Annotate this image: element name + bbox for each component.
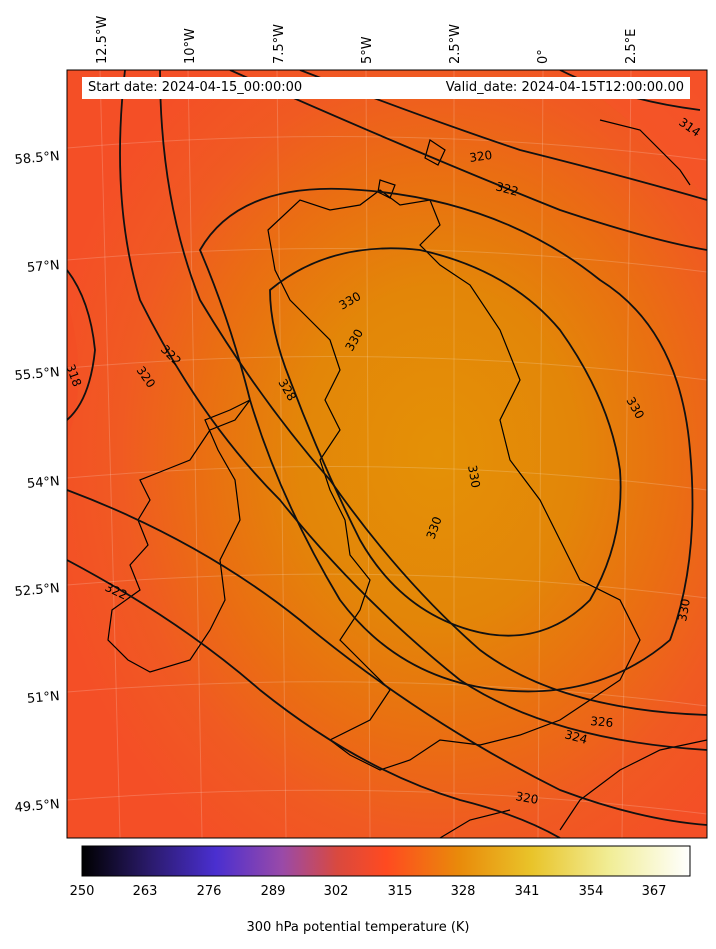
lon-label: 12.5°W [95,16,110,64]
contour-label: 326 [590,714,614,730]
contour-label: 324 [563,727,589,746]
contour-label: 322 [494,179,520,198]
colorbar-tick: 341 [514,884,540,899]
contour-label: 320 [514,789,539,807]
colorbar-tick: 367 [641,884,667,899]
colorbar-tick: 328 [450,884,476,899]
colorbar-label: 300 hPa potential temperature (K) [246,920,470,935]
lon-label: 5°W [360,36,375,64]
lat-label: 54°N [26,474,60,492]
contour-label: 320 [468,148,493,165]
graticule [67,70,707,838]
contour-label: 330 [465,464,483,489]
date-info-box: Start date: 2024-04-15_00:00:00 Valid_da… [82,77,690,99]
lon-label: 10°W [183,28,198,64]
colorbar [81,845,691,877]
colorbar-ticks: 250 263 276 289 302 315 328 341 354 367 [70,884,690,904]
lat-label: 52.5°N [14,581,60,600]
valid-date: Valid_date: 2024-04-15T12:00:00.00 [445,80,684,95]
lat-label: 55.5°N [14,365,60,384]
lat-label: 49.5°N [14,797,60,816]
colorbar-tick: 263 [132,884,158,899]
latitude-labels: 58.5°N 57°N 55.5°N 54°N 52.5°N 51°N 49.5… [14,149,60,816]
lat-label: 57°N [26,258,60,276]
colorbar-tick: 302 [323,884,349,899]
map-frame [66,69,708,839]
lon-label: 2.5°E [624,29,639,64]
colorbar-tick: 289 [260,884,286,899]
temperature-field [67,70,707,838]
longitude-labels: 12.5°W 10°W 7.5°W 5°W 2.5°W 0° 2.5°E [95,16,639,64]
lon-label: 2.5°W [448,24,463,64]
lon-label: 0° [536,49,551,64]
colorbar-tick: 315 [387,884,413,899]
colorbar-tick: 276 [196,884,222,899]
colorbar-tick: 250 [69,884,95,899]
contour-label: 330 [675,598,693,623]
lat-label: 51°N [26,689,60,707]
lat-label: 58.5°N [14,149,60,168]
start-date: Start date: 2024-04-15_00:00:00 [88,80,303,95]
colorbar-tick: 354 [578,884,604,899]
lon-label: 7.5°W [272,24,287,64]
